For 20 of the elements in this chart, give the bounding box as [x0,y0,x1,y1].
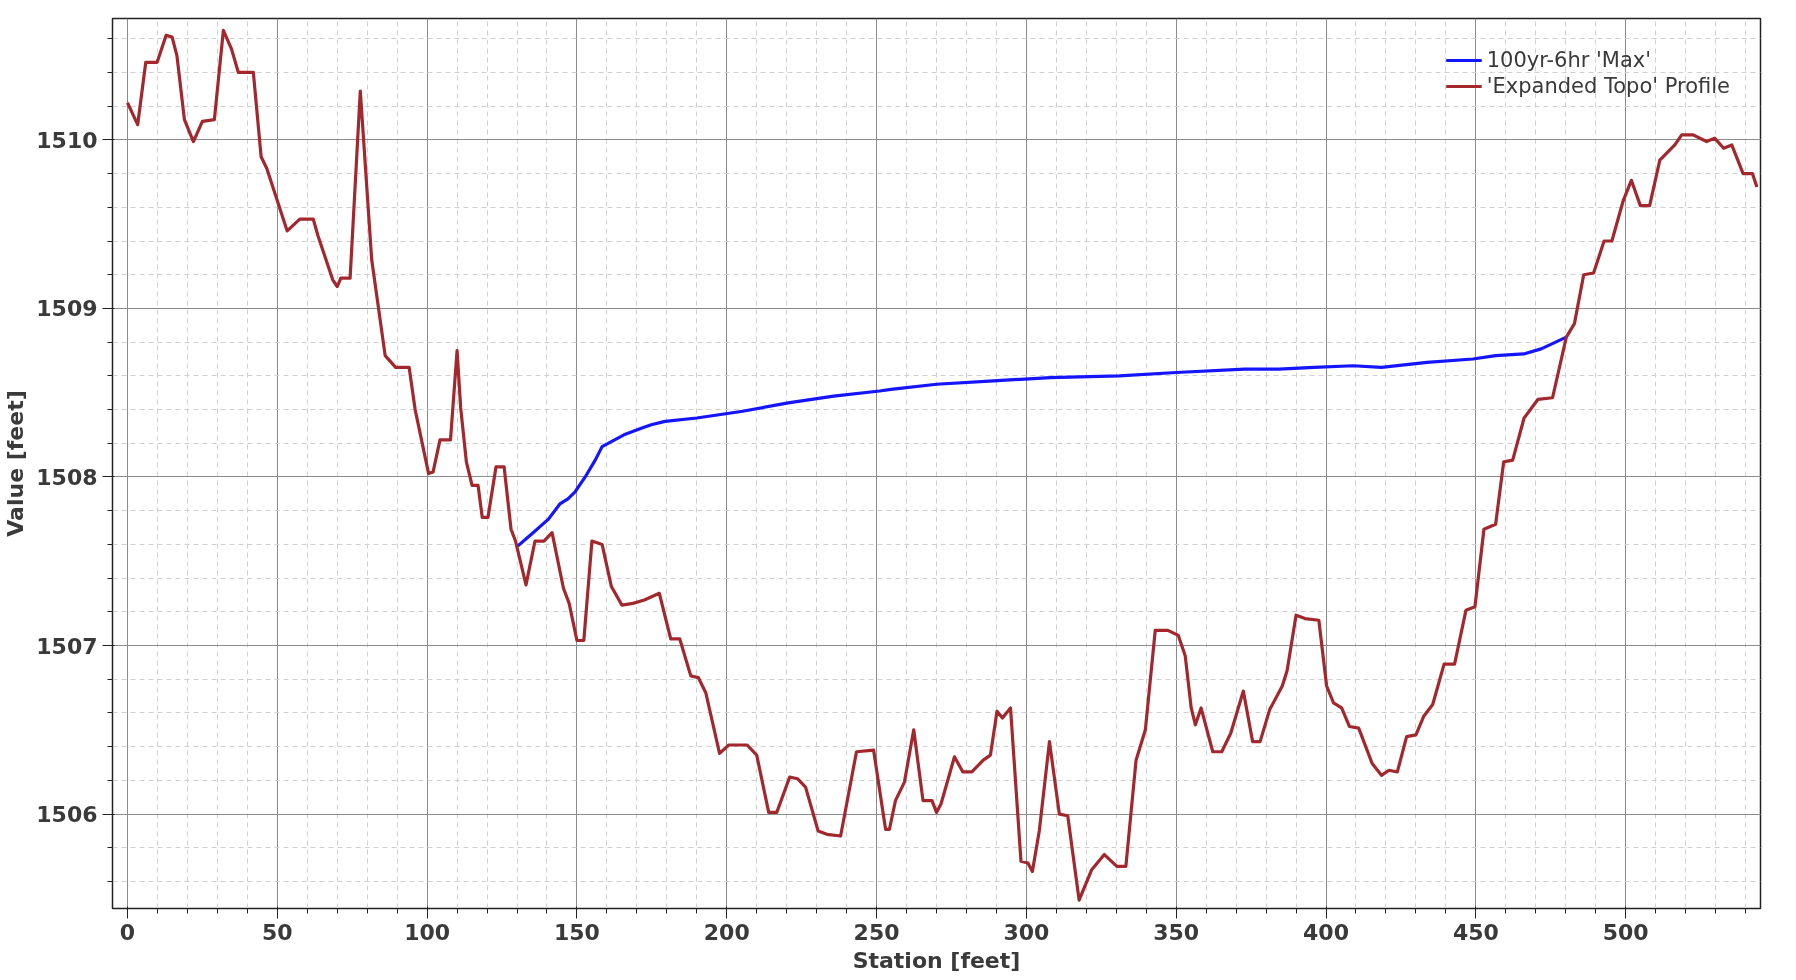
x-axis-title: Station [feet] [852,947,1021,973]
x-tick-label: 250 [853,919,900,945]
y-tick-label: 1507 [36,633,98,659]
x-tick-label: 500 [1602,919,1649,945]
line-series [125,28,1759,902]
y-tick-label: 1506 [36,802,98,828]
x-tick-label: 400 [1303,919,1349,945]
y-tick-label: 1509 [36,296,98,322]
y-axis-title: Value [feet] [3,390,29,537]
line-series [516,335,1568,548]
x-tick-label: 0 [119,919,136,945]
y-tick-label: 1508 [36,464,98,490]
y-tick-label: 1510 [36,127,98,153]
x-tick-label: 450 [1452,919,1499,945]
x-tick-label: 200 [703,919,750,945]
x-tick-label: 350 [1153,919,1200,945]
x-tick-label: 150 [553,919,600,945]
x-tick-label: 300 [1003,919,1050,945]
x-tick-label: 100 [404,919,451,945]
x-tick-label: 50 [261,919,293,945]
